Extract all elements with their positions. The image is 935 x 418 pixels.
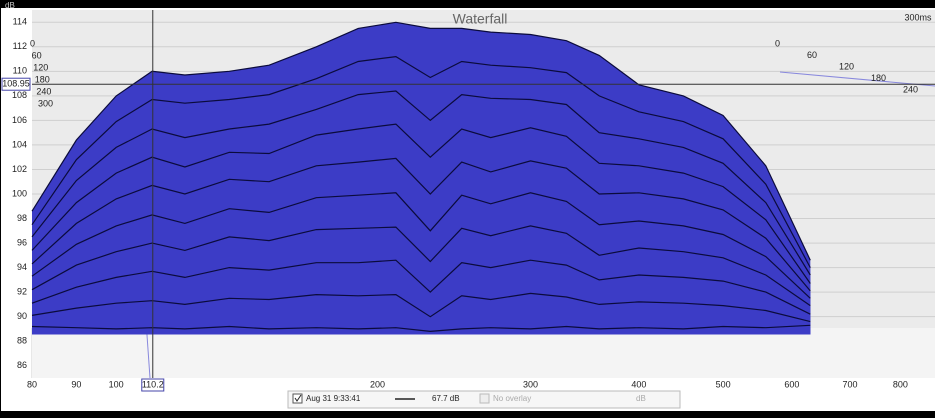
x-tick-label: 100 — [109, 379, 124, 389]
cursor-y-box — [1, 77, 31, 91]
slice-line — [31, 157, 811, 292]
y-tick-label: 102 — [12, 164, 27, 174]
z-tick-label: 300 — [38, 98, 53, 108]
slice-line — [31, 21, 811, 261]
slice-line — [31, 324, 811, 333]
z-tick-label: 120 — [33, 62, 48, 72]
legend-checkbox[interactable] — [292, 393, 303, 404]
slice-area — [32, 325, 811, 335]
x-tick-label: 600 — [784, 379, 799, 389]
legend-checkbox[interactable] — [479, 393, 490, 404]
y-tick-label: 98 — [17, 213, 27, 223]
y-tick-label: 112 — [13, 41, 27, 51]
slice-line — [31, 123, 811, 284]
y-tick-label: 94 — [17, 262, 27, 272]
check-mark — [294, 394, 302, 402]
slice-line — [31, 55, 811, 268]
cursor-x-box — [141, 378, 165, 392]
slice-line — [31, 292, 811, 323]
x-tick-label: 800 — [893, 379, 908, 389]
legend-entry: Aug 31 9:33:41 — [306, 394, 361, 403]
slice-line — [31, 259, 811, 315]
legend-entry: No overlay — [493, 394, 531, 403]
x-tick-label: 300 — [523, 379, 538, 389]
z-tick-label: 120 — [839, 61, 854, 71]
y-axis-label: dB — [5, 1, 15, 10]
y-tick-label: 114 — [13, 17, 27, 27]
x-tick-label: 400 — [631, 379, 646, 389]
z-tick-label: 240 — [36, 86, 51, 96]
x-tick-label: 700 — [842, 379, 857, 389]
z-tick-label: 60 — [807, 50, 817, 60]
x-tick-label: 200 — [370, 379, 385, 389]
y-tick-label: 108 — [12, 90, 27, 100]
z-tick-label: 0 — [30, 38, 35, 48]
axes: 86 88 90 92 94 96 98 100 102 104 106 108 110 112 114 80… — [1, 10, 935, 392]
cursor-y-label: 108.95 — [2, 79, 30, 89]
y-tick-label: 106 — [12, 115, 27, 125]
z-tick-label: 180 — [871, 73, 886, 83]
legend-level: 67.7 dB — [432, 394, 460, 403]
z-axis-end-label: 300ms — [904, 12, 932, 22]
slice-line — [31, 192, 811, 299]
slices — [31, 21, 811, 335]
floor — [32, 328, 935, 378]
y-tick-label: 96 — [17, 237, 27, 247]
slice-line — [31, 90, 811, 276]
x-tick-label: 80 — [27, 379, 37, 389]
y-tick-label: 104 — [12, 139, 27, 149]
chart-title: Waterfall — [453, 11, 508, 27]
z-tick-label: 0 — [775, 38, 780, 48]
legend-unit: dB — [636, 394, 646, 403]
y-tick-label: 90 — [17, 311, 27, 321]
slice-line — [31, 225, 811, 307]
y-tick-label: 110 — [13, 66, 27, 76]
y-tick-label: 88 — [17, 336, 27, 346]
x-tick-label: 90 — [71, 379, 81, 389]
z-tick-label: 240 — [903, 84, 918, 94]
cursor-x-label: 110.2 — [142, 379, 164, 389]
x-tick-label: 500 — [716, 379, 731, 389]
y-tick-label: 100 — [12, 188, 27, 198]
legend: Aug 31 9:33:41 67.7 dB No overlay dB — [287, 390, 681, 409]
z-tick-label: 60 — [32, 50, 42, 60]
y-tick-label: 92 — [17, 287, 27, 297]
y-tick-label: 86 — [17, 360, 27, 370]
cursor-perspective — [779, 71, 935, 87]
z-tick-label: 180 — [35, 74, 50, 84]
